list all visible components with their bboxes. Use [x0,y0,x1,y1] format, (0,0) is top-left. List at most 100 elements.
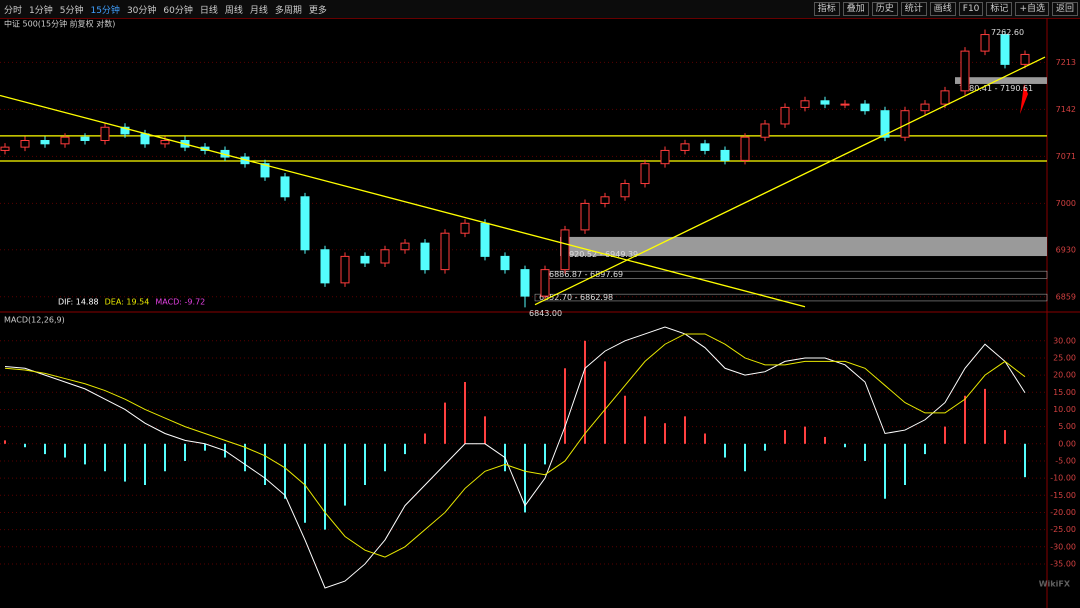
y-tick-label: 6859 [1056,292,1076,301]
candle-body [780,106,790,125]
toolbar: 分时 1分钟 5分钟 15分钟 30分钟 60分钟 日线 周线 月线 多周期 更多 指标 叠加 历史 统计画… [0,0,1080,19]
candle-body [800,100,810,108]
tool-button[interactable]: 统计 [900,2,927,16]
candle-body [280,176,290,198]
low-label: 6843.00 [529,309,562,318]
candle-body [560,229,570,271]
zone-label: 7180.41 - 7190.61 [959,84,1033,93]
candle-body [700,143,710,151]
tool-button[interactable]: 标记 [986,2,1013,16]
candle-body [660,149,670,165]
candle-body [360,255,370,264]
chart-title: 中证 500(15分钟 前复权 对数) [4,19,115,29]
candle-body [1000,34,1010,65]
y-tick-label: 0.00 [1058,439,1076,448]
candle-body [120,126,130,135]
legend-item: DEA: 19.54 [105,298,150,307]
candle-body [420,242,430,271]
candle-body [400,242,410,251]
y-tick-label: 25.00 [1053,353,1076,362]
candle-body [60,136,70,145]
y-tick-label: 5.00 [1058,422,1076,431]
tool-button[interactable]: 指标 [813,2,840,16]
period-tab[interactable]: 5分钟 [59,6,84,16]
y-tick-label: -20.00 [1050,508,1076,517]
period-tab[interactable]: 15分钟 [90,6,120,16]
y-tick-label: 30.00 [1053,336,1076,345]
period-tab[interactable]: 多周期 [274,6,302,16]
candle-body [500,255,510,271]
tool-button[interactable]: 返回 [1051,2,1078,16]
y-tick-label: 20.00 [1053,371,1076,380]
period-tab[interactable]: 月线 [249,6,268,16]
watermark: WikiFX [1039,580,1071,589]
candle-body [480,222,490,257]
candle-body [980,34,990,52]
y-tick-label: 7142 [1056,105,1076,114]
period-tab[interactable]: 分时 [4,6,23,16]
tool-button[interactable]: 叠加 [842,2,869,16]
candle-body [900,110,910,138]
candle-body [940,90,950,105]
period-tab[interactable]: 1分钟 [29,6,53,16]
candle-body [960,50,970,92]
candle-body [460,222,470,234]
price-zone [955,77,1047,84]
tool-button[interactable]: F10 [958,2,984,16]
candle-body [380,249,390,264]
candle-body [620,183,630,198]
macd-line [4,326,1026,589]
tool-button[interactable]: 画线 [929,2,956,16]
candle-body [720,149,730,161]
candle-body [640,163,650,185]
zone-label: 6886.87 - 6897.69 [549,270,623,279]
macd-title: MACD(12,26,9) [4,316,65,325]
candle-body [340,255,350,284]
arrow [1020,84,1028,114]
candle-body [820,100,830,105]
y-tick-label: 7213 [1056,58,1076,67]
y-tick-label: -25.00 [1050,525,1076,534]
candle-body [100,126,110,142]
chart: 中证 500(15分钟 前复权 对数) MACD(12,26,9) WikiFX… [0,18,1080,608]
y-tick-label: -15.00 [1050,491,1076,500]
candle-body [80,136,90,142]
legend-item: DIF: 14.88 [58,298,99,307]
candle-body [920,103,930,112]
candle-body [520,269,530,297]
period-tab[interactable]: 周线 [224,6,243,16]
candle-body [300,196,310,251]
y-tick-label: 10.00 [1053,405,1076,414]
candle-body [260,163,270,178]
y-tick-label: 7071 [1056,152,1076,161]
candle-body [160,140,170,145]
y-tick-label: 15.00 [1053,388,1076,397]
candle-body [860,103,870,112]
y-tick-label: -35.00 [1050,559,1076,568]
high-label: 7262.60 [991,28,1024,37]
tool-button[interactable]: 历史 [871,2,898,16]
zone-label: 6852.70 - 6862.98 [539,293,613,302]
zone-label: 6920.52 - 6949.39 [564,250,638,259]
candle-body [440,232,450,271]
y-tick-label: 7000 [1056,199,1076,208]
trend-line [0,94,806,308]
candle-body [40,140,50,145]
candle-body [600,196,610,204]
price-zone [534,293,1048,302]
period-tab[interactable]: 60分钟 [163,6,193,16]
candle-body [840,103,850,106]
period-tab[interactable]: 日线 [199,6,218,16]
candle-body [680,143,690,151]
tool-buttons: 指标 叠加 历史 统计 画线 F10 标记 +自选 返回 [813,2,1078,16]
legend-item: MACD: -9.72 [155,298,205,307]
period-tab[interactable]: 更多 [308,6,327,16]
candle-body [320,249,330,284]
y-tick-label: -30.00 [1050,542,1076,551]
trend-line [534,56,1046,306]
price-zone [560,236,1047,257]
period-tab[interactable]: 30分钟 [126,6,157,16]
tool-button[interactable]: +自选 [1015,2,1049,16]
candle-body [0,146,10,151]
